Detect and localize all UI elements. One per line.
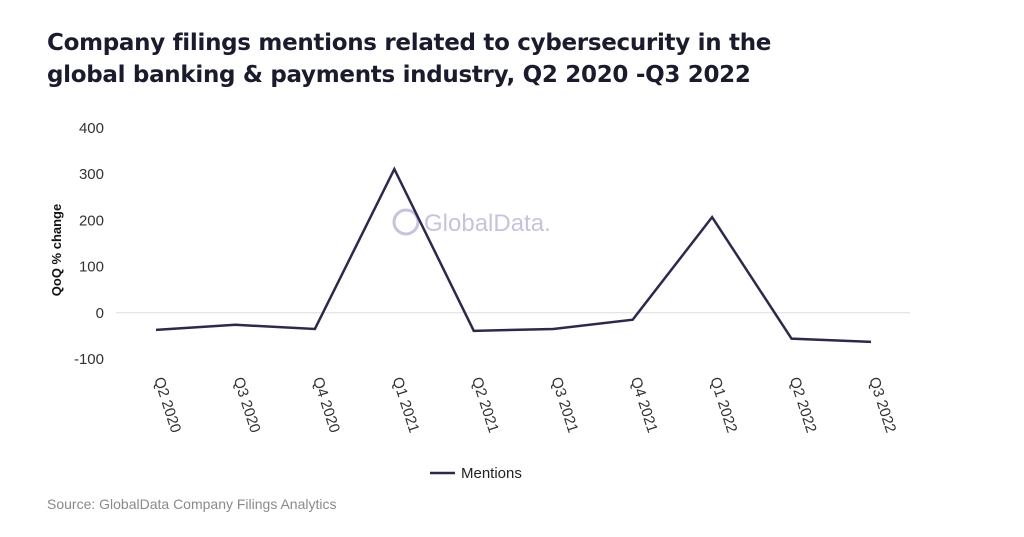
source-note: Source: GlobalData Company Filings Analy… <box>47 496 337 512</box>
x-tick-label: Q2 2021 <box>468 375 502 435</box>
x-tick-label: Q4 2020 <box>309 375 343 435</box>
watermark-text: GlobalData. <box>424 210 551 237</box>
title-line-2: global banking & payments industry, Q2 2… <box>47 62 751 88</box>
y-axis-label: QoQ % change <box>49 204 64 296</box>
x-tick-label: Q1 2022 <box>706 375 740 435</box>
series-mentions <box>155 166 872 344</box>
x-tick-label: Q1 2021 <box>389 375 423 435</box>
legend: Mentions <box>430 465 522 482</box>
y-tick-label: 400 <box>79 120 104 137</box>
x-tick-label: Q3 2020 <box>230 375 264 435</box>
x-axis-ticks: Q2 2020 Q3 2020 Q4 2020 Q1 2021 Q2 2021 Q3 20… <box>150 375 899 435</box>
watermark: GlobalData. <box>392 208 551 237</box>
series-line-mentions <box>155 166 872 344</box>
y-tick-label: 100 <box>79 259 104 276</box>
legend-label-mentions: Mentions <box>461 465 522 482</box>
x-tick-label: Q2 2020 <box>150 375 184 435</box>
x-tick-label: Q3 2021 <box>547 375 581 435</box>
y-tick-label: 200 <box>79 212 104 229</box>
x-tick-label: Q2 2022 <box>786 375 820 435</box>
y-tick-label: 0 <box>96 305 104 322</box>
chart-title: Company filings mentions related to cybe… <box>47 27 947 91</box>
y-axis-ticks: 400 300 200 100 0 -100 <box>74 120 104 368</box>
y-tick-label: -100 <box>74 351 104 368</box>
x-tick-label: Q4 2021 <box>627 375 661 435</box>
y-tick-label: 300 <box>79 166 104 183</box>
title-line-1: Company filings mentions related to cybe… <box>47 30 772 56</box>
globaldata-logo-icon <box>392 208 420 236</box>
x-tick-label: Q3 2022 <box>865 375 899 435</box>
